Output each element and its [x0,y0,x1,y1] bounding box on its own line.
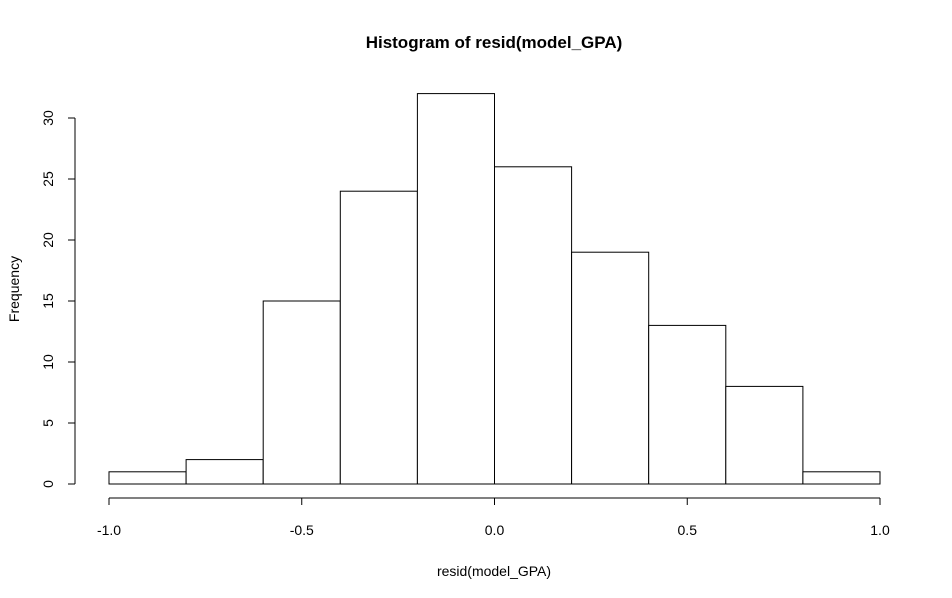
histogram-bar [339,190,418,485]
x-tick-label: 0.0 [485,522,505,538]
histogram-bar [494,166,573,485]
histogram-bar [262,300,341,485]
y-tick-label: 0 [40,480,56,488]
x-tick-label: 1.0 [870,522,890,538]
histogram-bar [648,324,727,485]
y-tick-label: 15 [40,293,56,309]
histogram-bar [185,459,264,485]
y-tick-label: 25 [40,171,56,187]
y-axis-label: Frequency [6,256,22,322]
bars-group [108,93,881,485]
x-tick-label: -0.5 [290,522,314,538]
y-tick-label: 20 [40,232,56,248]
y-tick-label: 10 [40,354,56,370]
chart-title: Histogram of resid(model_GPA) [366,33,623,52]
x-axis: -1.0 -0.5 0.0 0.5 1.0 [97,497,890,538]
x-tick-label: 0.5 [678,522,698,538]
x-tick-label: -1.0 [97,522,121,538]
histogram-bar [571,251,650,485]
histogram-bar [725,385,804,485]
y-axis: 0 5 10 15 20 25 30 [40,110,76,488]
x-axis-label: resid(model_GPA) [437,563,551,579]
y-tick-label: 5 [40,419,56,427]
histogram-bar [802,471,881,485]
histogram-bar [416,93,495,485]
histogram-bar [108,471,187,485]
y-tick-label: 30 [40,110,56,126]
